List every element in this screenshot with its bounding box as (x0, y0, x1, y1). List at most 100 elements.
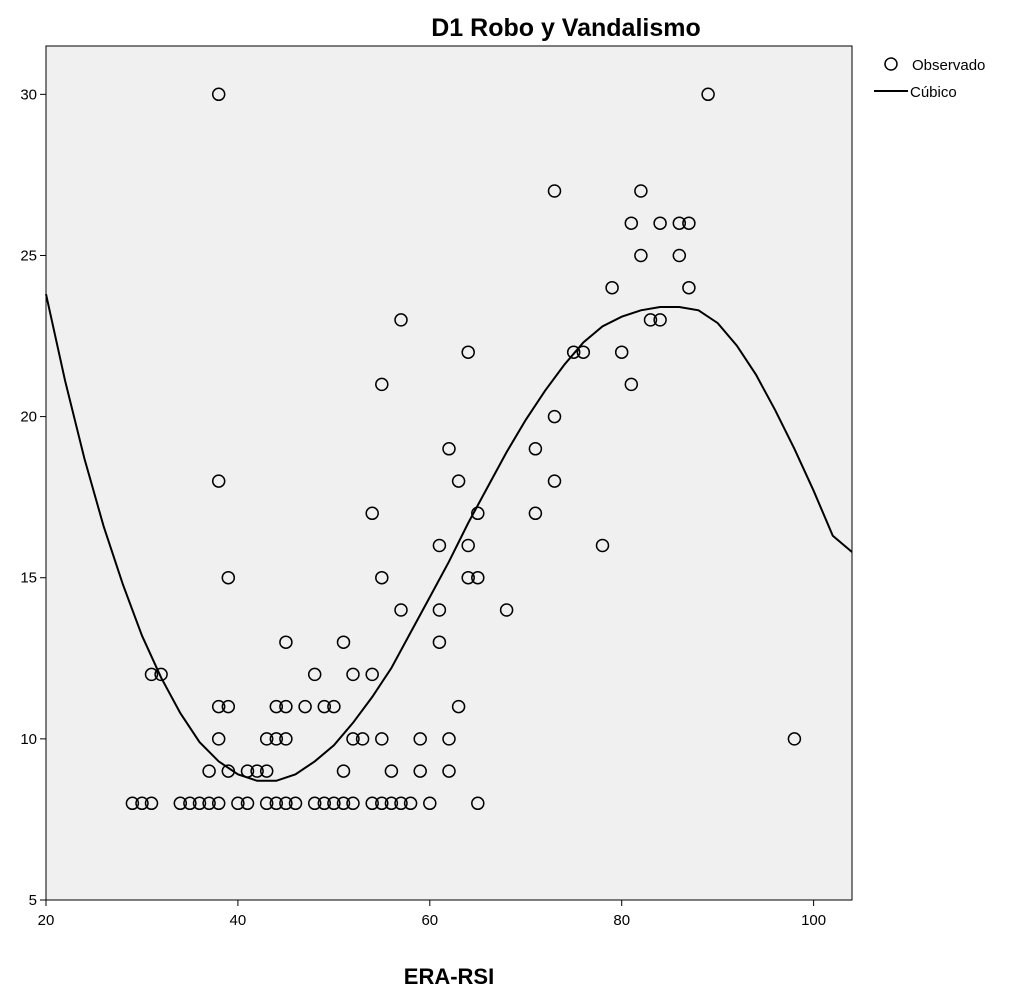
observed-point (451, 699, 466, 714)
observed-point (173, 796, 188, 811)
plot-area (45, 45, 853, 901)
observed-point (634, 184, 648, 198)
observed-point (259, 732, 274, 746)
observed-point (250, 764, 264, 778)
y-tick-label: 15 (20, 570, 37, 587)
observed-point (144, 667, 159, 682)
observed-point (614, 345, 629, 359)
observed-point (211, 87, 226, 102)
observed-point (211, 699, 226, 714)
y-tick-label: 25 (20, 247, 37, 264)
observed-point (442, 732, 456, 746)
observed-point (135, 796, 149, 811)
observed-point (701, 87, 715, 102)
observed-point (231, 796, 245, 811)
observed-point (202, 796, 216, 811)
observed-point (653, 313, 667, 327)
observed-point (336, 635, 351, 649)
observed-point (432, 538, 447, 553)
observed-point (471, 796, 485, 811)
observed-point (394, 603, 408, 617)
observed-point (394, 313, 408, 327)
observed-point (682, 216, 696, 230)
observed-point (394, 796, 408, 811)
observed-point (576, 345, 591, 359)
x-axis-label: ERA-RSI (404, 964, 494, 989)
observed-point (317, 796, 332, 811)
observed-point (787, 732, 802, 746)
observed-point (682, 280, 696, 295)
observed-point (269, 732, 284, 746)
observed-point (259, 764, 274, 778)
observed-point (461, 345, 475, 359)
observed-point (499, 603, 514, 617)
observed-point (471, 506, 485, 521)
y-tick-label: 5 (29, 892, 37, 909)
observed-point (471, 570, 485, 585)
observed-point (624, 377, 639, 392)
cubic-fit-line (45, 293, 853, 782)
observed-point (192, 796, 207, 811)
legend-observed-label: Observado (912, 57, 985, 74)
x-tick-label: 80 (613, 912, 630, 929)
observed-point (336, 764, 351, 778)
observed-point (183, 796, 197, 811)
observed-point (211, 796, 226, 811)
observed-point (432, 603, 447, 617)
observed-point (643, 313, 658, 327)
observed-point (461, 538, 475, 553)
observed-point (528, 506, 543, 521)
observed-point (423, 796, 437, 811)
y-tick-label: 20 (20, 409, 37, 426)
observed-point (279, 732, 293, 746)
observed-point (672, 216, 687, 230)
chart-title: D1 Robo y Vandalismo (431, 14, 701, 42)
x-tick-label: 60 (421, 912, 438, 929)
legend-cubic-label: Cúbico (910, 84, 957, 101)
observed-point (365, 667, 379, 682)
observed-point (624, 216, 639, 230)
observed-point (355, 732, 370, 746)
observed-point (605, 280, 619, 295)
observed-point (154, 667, 168, 682)
observed-point (327, 796, 341, 811)
observed-point (279, 796, 293, 811)
observed-point (307, 667, 322, 682)
observed-point (346, 667, 360, 682)
observed-point (566, 345, 581, 359)
observed-point (298, 699, 312, 714)
observed-point (288, 796, 303, 811)
axes: 5 10 15 20 25 30 20 40 60 80 100 (20, 86, 826, 929)
observed-point (202, 764, 216, 778)
observed-point (221, 699, 236, 714)
observed-point (653, 216, 667, 230)
observed-point (442, 764, 456, 778)
observed-point (634, 248, 648, 263)
observed-point (384, 796, 399, 811)
x-tick-label: 100 (801, 912, 826, 929)
observed-point (346, 796, 360, 811)
observed-point (672, 248, 687, 263)
y-tick-label: 10 (20, 731, 37, 748)
observed-point (375, 796, 389, 811)
observed-point (269, 699, 284, 714)
y-tick-label: 30 (20, 86, 37, 103)
observed-point (375, 377, 389, 392)
observed-point (327, 699, 341, 714)
observed-point (461, 570, 475, 585)
observed-point (211, 474, 226, 488)
observed-point (279, 699, 293, 714)
observed-point (547, 474, 562, 488)
observed-point (259, 796, 274, 811)
observed-point (375, 570, 389, 585)
observed-point (528, 442, 543, 456)
observed-point (384, 764, 399, 778)
observed-point (346, 732, 360, 746)
observed-point (403, 796, 418, 811)
observed-point (221, 764, 236, 778)
observed-point (547, 184, 562, 198)
observed-point (375, 732, 389, 746)
x-tick-label: 40 (230, 912, 247, 929)
observed-point (279, 635, 293, 649)
